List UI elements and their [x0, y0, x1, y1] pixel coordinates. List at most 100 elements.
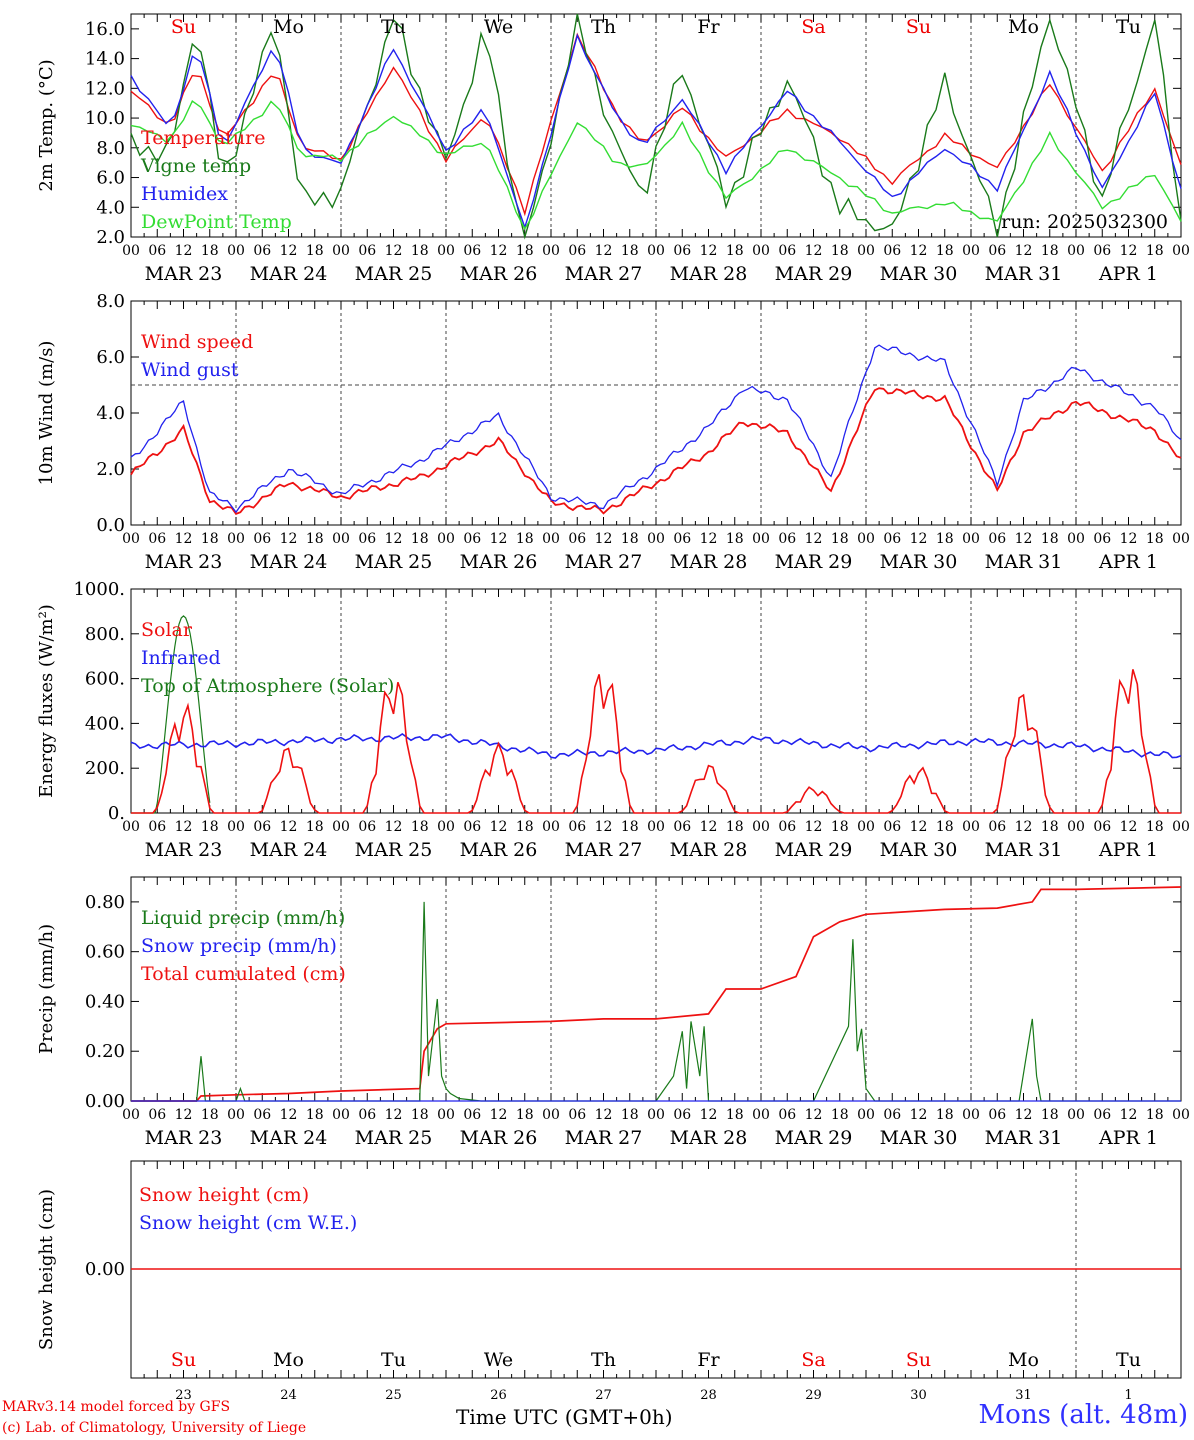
hour-tick-label: 00: [227, 819, 245, 835]
date-label: MAR 24: [250, 839, 328, 861]
y-tick-label: 10.0: [85, 108, 125, 129]
series-line-2: [130, 13, 1182, 240]
hour-tick-label: 12: [1120, 243, 1138, 259]
hour-tick-label: 18: [621, 819, 639, 835]
y-tick-label: 600.: [85, 669, 125, 690]
hour-tick-label: 00: [437, 243, 455, 259]
hour-tick-label: 12: [700, 819, 718, 835]
day-number: 26: [490, 1388, 507, 1403]
y-tick-label: 4.0: [96, 403, 125, 424]
hour-tick-label: 00: [962, 819, 980, 835]
legend-entry: Solar: [141, 619, 193, 641]
hour-tick-label: 06: [358, 819, 376, 835]
hour-tick-label: 00: [542, 819, 560, 835]
hour-tick-label: 06: [1093, 243, 1111, 259]
hour-tick-label: 18: [1146, 531, 1164, 547]
legend-entry: Vigne temp: [140, 155, 251, 177]
date-label: MAR 26: [460, 1127, 538, 1149]
hour-tick-label: 06: [673, 1107, 691, 1123]
day-label: Su: [906, 16, 931, 38]
series-line-toa: [131, 615, 211, 814]
hour-tick-label: 18: [411, 1107, 429, 1123]
hour-tick-label: 12: [280, 1107, 298, 1123]
hour-tick-label: 00: [1067, 819, 1085, 835]
hour-tick-label: 18: [201, 819, 219, 835]
date-label: MAR 26: [460, 263, 538, 285]
hour-tick-label: 12: [595, 819, 613, 835]
y-tick-label: 0.00: [85, 1091, 125, 1112]
hour-tick-label: 00: [227, 531, 245, 547]
hour-tick-label: 00: [647, 1107, 665, 1123]
hour-tick-label: 12: [910, 1107, 928, 1123]
day-label: Sa: [801, 1349, 825, 1371]
hour-tick-label: 18: [621, 243, 639, 259]
hour-tick-label: 00: [647, 531, 665, 547]
day-label: Mo: [1008, 16, 1039, 38]
hour-tick-label: 18: [621, 1107, 639, 1123]
hour-tick-label: 00: [1067, 243, 1085, 259]
hour-tick-label: 18: [1041, 531, 1059, 547]
location-label: Mons (alt. 48m): [978, 1400, 1188, 1430]
date-label: MAR 27: [565, 263, 643, 285]
hour-tick-label: 12: [175, 243, 193, 259]
date-label: APR 1: [1098, 263, 1158, 285]
hour-tick-label: 18: [936, 819, 954, 835]
day-label: Tu: [1116, 1349, 1141, 1371]
day-label: Su: [171, 16, 196, 38]
hour-tick-label: 18: [306, 531, 324, 547]
day-number: 29: [805, 1388, 822, 1403]
hour-tick-label: 12: [700, 1107, 718, 1123]
hour-tick-label: 00: [332, 243, 350, 259]
run-annotation: run: 2025032300: [1001, 211, 1168, 233]
hour-tick-label: 12: [700, 243, 718, 259]
series-line-solar: [131, 669, 1181, 814]
hour-tick-label: 12: [490, 243, 508, 259]
credit-line-2: (c) Lab. of Climatology, University of L…: [2, 1420, 307, 1436]
hour-tick-label: 06: [568, 243, 586, 259]
date-label: MAR 25: [355, 263, 433, 285]
hour-tick-label: 12: [910, 243, 928, 259]
hour-tick-label: 00: [1172, 243, 1190, 259]
date-label: MAR 24: [250, 1127, 328, 1149]
hour-tick-label: 12: [175, 531, 193, 547]
hour-tick-label: 18: [516, 531, 534, 547]
hour-tick-label: 18: [411, 819, 429, 835]
date-label: MAR 28: [670, 263, 748, 285]
date-label: MAR 30: [880, 839, 958, 861]
day-label: Th: [591, 1349, 616, 1371]
hour-tick-label: 00: [332, 531, 350, 547]
date-label: MAR 29: [775, 551, 853, 573]
y-tick-label: 200.: [85, 758, 125, 779]
hour-tick-label: 18: [1041, 243, 1059, 259]
hour-tick-label: 00: [542, 1107, 560, 1123]
day-label: We: [484, 16, 513, 38]
day-number: 27: [595, 1388, 612, 1403]
date-label: MAR 30: [880, 1127, 958, 1149]
hour-tick-label: 06: [988, 243, 1006, 259]
date-label: MAR 27: [565, 839, 643, 861]
date-label: MAR 27: [565, 551, 643, 573]
hour-tick-label: 06: [358, 243, 376, 259]
hour-tick-label: 00: [1067, 1107, 1085, 1123]
date-label: MAR 31: [985, 1127, 1063, 1149]
day-label: We: [484, 1349, 513, 1371]
hour-tick-label: 18: [516, 243, 534, 259]
day-number: 31: [1015, 1388, 1032, 1403]
date-label: APR 1: [1098, 839, 1158, 861]
date-label: MAR 30: [880, 551, 958, 573]
hour-tick-label: 12: [1120, 531, 1138, 547]
date-label: MAR 25: [355, 551, 433, 573]
hour-tick-label: 12: [805, 243, 823, 259]
hour-tick-label: 18: [831, 531, 849, 547]
credit-line-1: MARv3.14 model forced by GFS: [2, 1399, 231, 1415]
hour-tick-label: 18: [1146, 243, 1164, 259]
day-label: Tu: [381, 1349, 406, 1371]
series-line-3: [131, 886, 1182, 1102]
y-tick-label: 0.20: [85, 1041, 125, 1062]
panel-energy: Energy fluxes (W/m²) 0. 200. 400. 600. 800. 10…: [36, 579, 1190, 861]
date-label: MAR 24: [250, 551, 328, 573]
time-axis-label: Time UTC (GMT+0h): [456, 1405, 673, 1429]
y-tick-label: 16.0: [85, 19, 125, 40]
hour-tick-label: 06: [883, 243, 901, 259]
y-tick-label: 1000.: [73, 579, 125, 600]
